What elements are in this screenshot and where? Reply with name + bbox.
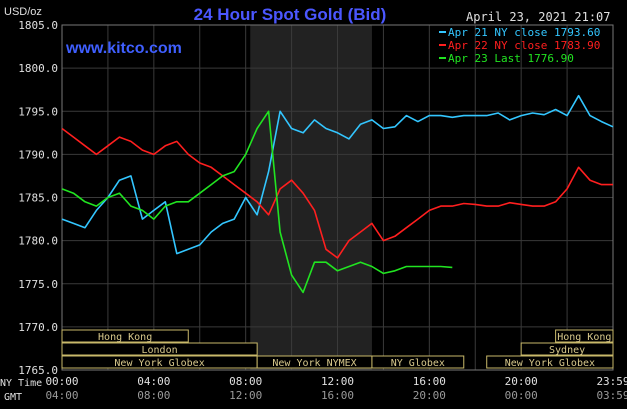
x-tick-label-ny: 20:00 (505, 375, 538, 388)
session-ny-globex-2-label: NY Globex (391, 358, 445, 369)
y-tick-label: 1790.0 (18, 148, 58, 161)
session-hong-kong-2-label: Hong Kong (557, 332, 611, 343)
session-ny-globex-3-label: New York Globex (505, 358, 595, 369)
plot-border (61, 24, 614, 371)
series-apr22-line (61, 127, 613, 259)
y-tick-label: 1770.0 (18, 321, 58, 334)
watermark-url: www.kitco.com (65, 40, 182, 57)
legend-apr23: Apr 23 Last 1776.90 (448, 52, 574, 65)
y-axis-unit: USD/oz (4, 6, 42, 18)
axis-labels-layer: 1805.0 1800.0 1795.0 1790.0 1785.0 1780.0 1775… (18, 19, 627, 402)
x-tick-label-gmt: 08:00 (137, 389, 170, 402)
series-layer (61, 94, 614, 294)
session-ny-globex-3-box (486, 355, 614, 369)
ny-time-label: NY Time (0, 378, 42, 389)
grid-layer (61, 24, 614, 371)
legend-apr21: Apr 21 NY close 1793.60 (448, 26, 600, 39)
legend: Apr 21 NY close 1793.60 Apr 22 NY close … (439, 26, 600, 65)
x-tick-label-ny: 23:59 (596, 375, 627, 388)
legend-apr22: Apr 22 NY close 1783.90 (448, 39, 600, 52)
x-tick-label-gmt: 12:00 (229, 389, 262, 402)
session-hong-kong-1-label: Hong Kong (98, 332, 152, 343)
session-ny-nymex-label: New York NYMEX (272, 358, 356, 369)
trading-sessions-layer: Hong Kong Hong Kong London Sydney New York G… (61, 329, 614, 369)
x-tick-label-ny: 04:00 (137, 375, 170, 388)
y-tick-label: 1800.0 (18, 62, 58, 75)
y-tick-label: 1805.0 (18, 19, 58, 32)
session-sydney-label: Sydney (549, 345, 585, 356)
x-tick-label-gmt: 04:00 (45, 389, 78, 402)
y-tick-label: 1785.0 (18, 192, 58, 205)
chart-title: 24 Hour Spot Gold (Bid) (194, 5, 387, 24)
y-tick-label: 1765.0 (18, 364, 58, 377)
series-apr21-line (61, 94, 614, 255)
y-tick-label: 1780.0 (18, 235, 58, 248)
x-tick-label-ny: 00:00 (45, 375, 78, 388)
session-sydney-box (520, 342, 614, 356)
x-tick-label-ny: 08:00 (229, 375, 262, 388)
x-tick-label-gmt: 20:00 (413, 389, 446, 402)
x-tick-label-ny: 12:00 (321, 375, 354, 388)
y-tick-label: 1775.0 (18, 278, 58, 291)
session-ny-globex-1-label: New York Globex (114, 358, 204, 369)
session-hong-kong-1-box (61, 329, 189, 343)
y-tick-label: 1795.0 (18, 105, 58, 118)
x-tick-label-gmt: 03:59 (596, 389, 627, 402)
series-apr23-line (61, 110, 453, 294)
timestamp: April 23, 2021 21:07 (466, 10, 611, 24)
gmt-label: GMT (4, 392, 22, 403)
x-tick-label-gmt: 16:00 (321, 389, 354, 402)
x-tick-label-gmt: 00:00 (505, 389, 538, 402)
x-tick-label-ny: 16:00 (413, 375, 446, 388)
session-hong-kong-2-box (555, 329, 614, 343)
session-london-label: London (142, 345, 178, 356)
session-london-box (61, 342, 258, 356)
session-ny-globex-2-box (371, 355, 465, 369)
